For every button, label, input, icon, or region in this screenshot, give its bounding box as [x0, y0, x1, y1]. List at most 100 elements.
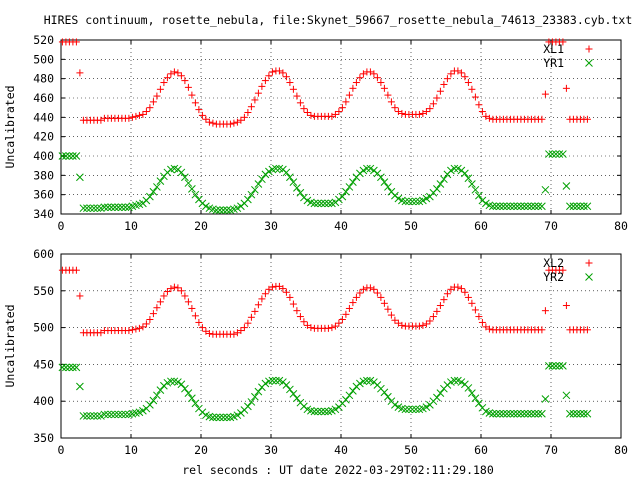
data-point	[223, 206, 231, 214]
data-point	[251, 185, 259, 194]
data-point	[552, 362, 560, 370]
data-point	[216, 206, 224, 214]
data-point	[111, 410, 119, 419]
legend-marker	[585, 59, 593, 67]
data-point	[328, 112, 336, 120]
data-point	[391, 316, 399, 324]
data-point	[90, 204, 98, 213]
data-point	[429, 100, 437, 108]
data-point	[415, 322, 423, 330]
data-point	[254, 301, 262, 309]
data-point	[177, 72, 185, 80]
data-point	[419, 196, 427, 205]
data-point	[149, 310, 157, 318]
data-point	[317, 199, 326, 208]
data-point	[244, 319, 252, 327]
y-tick-label: 440	[33, 110, 54, 124]
data-point	[443, 75, 451, 83]
data-point	[286, 293, 294, 301]
data-point	[314, 407, 322, 416]
data-point	[100, 410, 109, 419]
data-point	[338, 316, 346, 324]
data-point	[503, 202, 511, 211]
data-point	[268, 283, 276, 291]
data-point	[167, 377, 175, 386]
data-point	[167, 70, 175, 78]
data-point	[429, 313, 437, 321]
data-point	[370, 285, 378, 293]
data-point	[398, 109, 406, 117]
data-point	[149, 187, 158, 196]
data-point	[212, 206, 221, 214]
data-point	[342, 395, 350, 404]
data-point	[286, 79, 294, 87]
data-point	[349, 178, 357, 186]
legend-label: XL2	[543, 256, 564, 270]
data-point	[153, 391, 161, 400]
data-point	[107, 203, 116, 212]
data-point	[272, 376, 280, 385]
data-point	[499, 202, 508, 211]
data-point	[72, 266, 80, 274]
data-point	[541, 395, 550, 403]
data-point	[170, 283, 178, 291]
data-point	[128, 113, 136, 121]
plot-frame	[60, 253, 622, 439]
data-point	[503, 409, 511, 418]
data-point	[464, 79, 472, 87]
data-point	[202, 202, 210, 211]
data-point	[356, 289, 364, 297]
data-point	[146, 192, 154, 201]
data-point	[440, 296, 448, 304]
data-point	[433, 185, 441, 193]
data-point	[289, 178, 298, 186]
y-tick-label: 550	[33, 284, 54, 298]
y-tick-label: 460	[33, 91, 54, 105]
data-point	[548, 362, 557, 370]
data-point	[342, 310, 350, 318]
data-point	[205, 118, 213, 126]
data-point	[230, 119, 238, 127]
data-point	[345, 183, 354, 191]
data-point	[219, 413, 228, 422]
data-point	[293, 394, 301, 403]
data-point	[440, 80, 448, 88]
data-point	[513, 409, 522, 418]
data-point	[104, 410, 112, 419]
data-point	[538, 326, 546, 334]
data-point	[482, 199, 490, 208]
data-point	[135, 324, 143, 332]
x-tick-label: 70	[544, 219, 558, 233]
data-point	[352, 79, 360, 87]
data-point	[366, 68, 374, 76]
data-point	[457, 69, 465, 77]
data-point	[419, 321, 427, 329]
data-point	[583, 115, 591, 123]
data-point	[454, 164, 462, 173]
data-point	[370, 70, 378, 78]
figure-title: HIRES continuum, rosette_nebula, file:Sk…	[44, 13, 633, 27]
data-point	[167, 285, 175, 293]
legend-marker	[585, 259, 593, 267]
data-point	[510, 409, 518, 418]
data-point	[79, 412, 88, 420]
data-point	[359, 70, 367, 78]
data-point	[76, 382, 84, 391]
data-point	[422, 320, 430, 328]
data-point	[83, 204, 91, 213]
data-point	[363, 376, 371, 385]
data-point	[170, 68, 178, 76]
data-point	[471, 394, 480, 403]
data-point	[251, 96, 259, 104]
data-point	[387, 311, 395, 319]
x-tick-label: 30	[264, 443, 278, 457]
data-point	[321, 199, 329, 208]
data-point	[555, 150, 564, 158]
data-point	[258, 175, 266, 184]
data-point	[240, 324, 248, 332]
data-point	[562, 84, 570, 92]
data-point	[380, 178, 389, 186]
data-point	[489, 202, 497, 211]
data-point	[314, 199, 322, 208]
